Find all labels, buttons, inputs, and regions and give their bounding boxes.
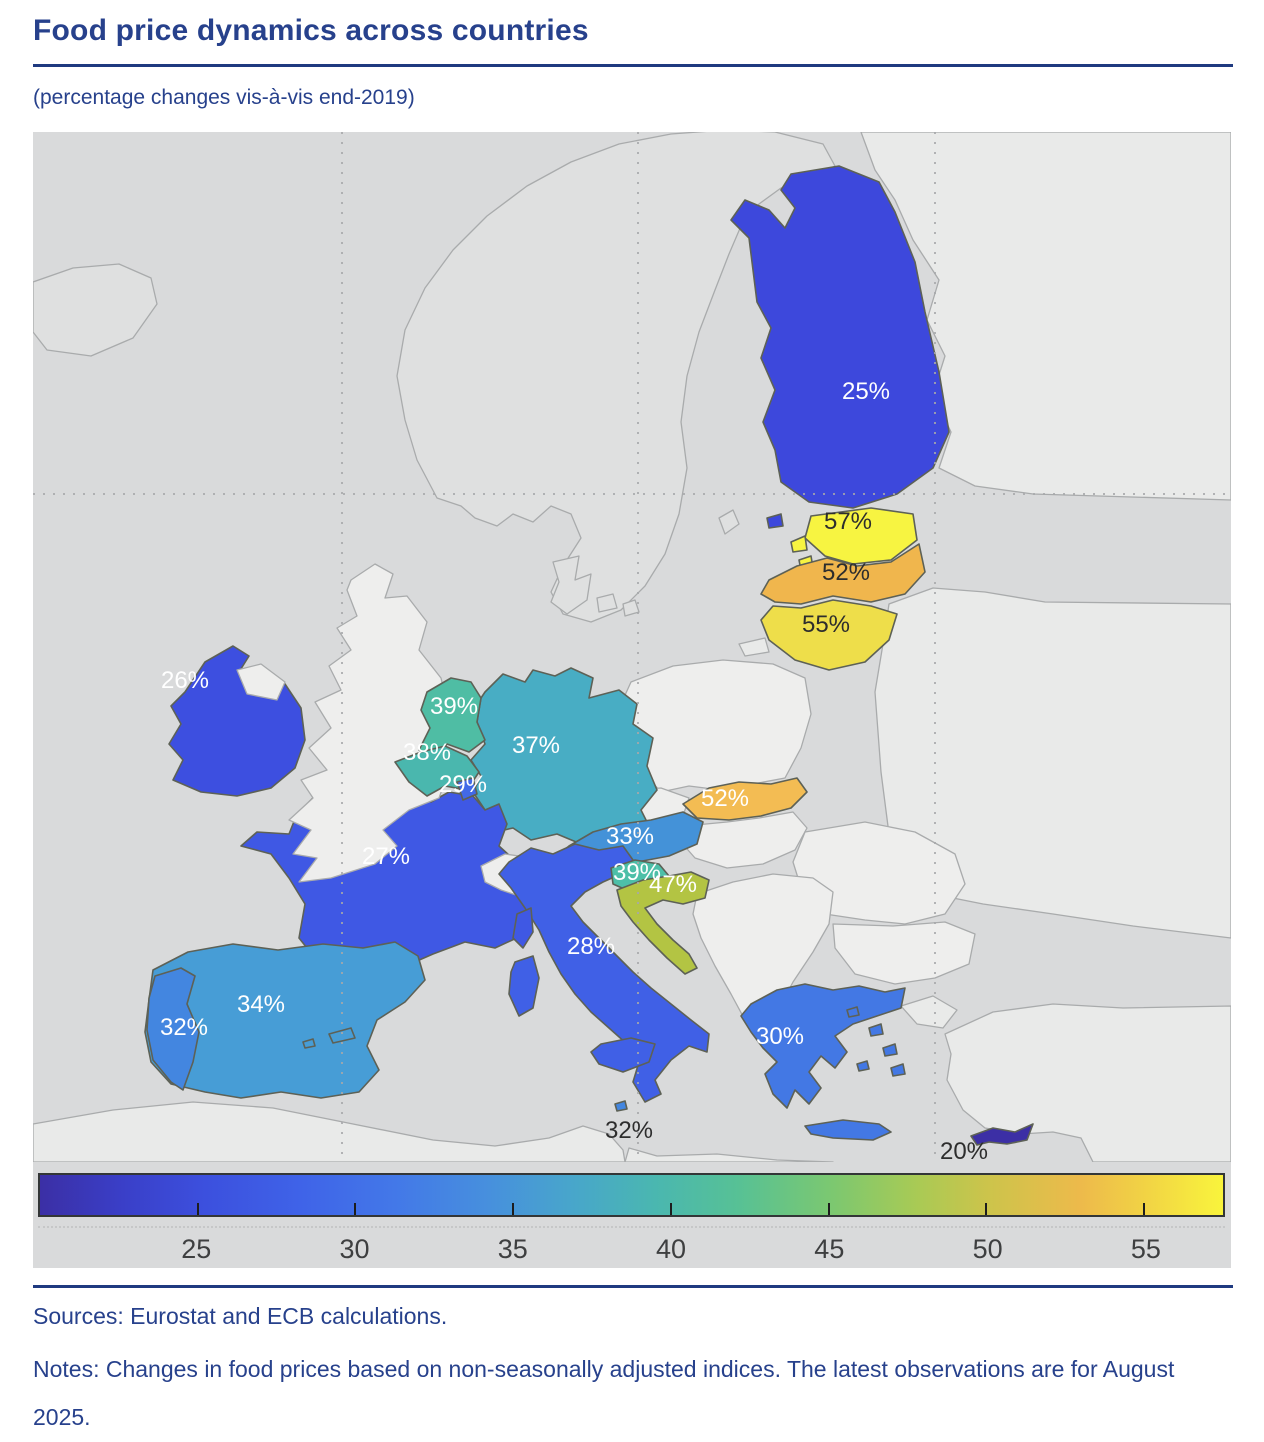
colorbar-tickmark — [827, 1203, 830, 1215]
value-label-netherlands: 39% — [430, 693, 478, 720]
land-iceland — [33, 263, 158, 357]
value-label-austria: 33% — [606, 823, 654, 850]
land-kaliningrad — [738, 637, 770, 657]
land-east-europe — [874, 587, 1231, 939]
colorbar-tickmark — [354, 1203, 357, 1215]
europe-map: 25%57%52%55%26%39%38%29%37%52%33%39%47%2… — [33, 132, 1231, 1162]
country-crete — [804, 1119, 892, 1141]
colorbar-tick: 50 — [972, 1234, 1003, 1264]
value-label-cyprus: 20% — [940, 1138, 988, 1162]
value-label-italy: 28% — [567, 933, 615, 960]
land-uk — [288, 563, 450, 883]
land-turkey-thrace — [900, 995, 958, 1029]
colorbar-tickmark — [512, 1203, 515, 1215]
map-figure: 25% 57% 52% 55% 26% 39% 38% 29% 37% 52% 33% 39% 47% 2… — [33, 132, 1231, 1268]
country-sardinia — [508, 955, 540, 1017]
colorbar-tick: 25 — [181, 1234, 212, 1264]
page-title: Food price dynamics across countries — [33, 14, 589, 47]
country-malta — [614, 1100, 628, 1112]
value-label-france: 27% — [362, 843, 410, 870]
colorbar-tickmark — [196, 1203, 199, 1215]
value-label-malta: 32% — [605, 1117, 653, 1144]
land-hungary — [680, 811, 808, 869]
country-lithuania — [760, 599, 898, 671]
value-label-ireland: 26% — [161, 667, 209, 694]
land-denmark — [550, 555, 592, 615]
map-labels: 25%57%52%55%26%39%38%29%37%52%33%39%47%2… — [160, 378, 988, 1162]
value-label-germany: 37% — [512, 732, 560, 759]
methodology-note: Notes: Changes in food prices based on n… — [33, 1356, 1175, 1430]
country-croatia — [616, 871, 710, 975]
chart-subtitle: (percentage changes vis-à-vis end-2019) — [33, 86, 415, 109]
country-luxembourg — [456, 777, 478, 801]
country-greece — [740, 983, 906, 1109]
value-label-slovakia: 52% — [701, 785, 749, 812]
country-corsica — [512, 907, 534, 949]
colorbar-tick: 55 — [1130, 1234, 1161, 1264]
country-netherlands — [418, 677, 486, 761]
title-divider — [33, 64, 1233, 67]
land-gotland — [718, 509, 740, 535]
country-cyprus — [970, 1123, 1034, 1146]
value-label-greece: 30% — [756, 1023, 804, 1050]
value-label-portugal: 32% — [160, 1014, 208, 1041]
colorbar-tickmark — [985, 1203, 988, 1215]
sources-note: Sources: Eurostat and ECB calculations. — [33, 1303, 448, 1329]
value-label-finland: 25% — [842, 378, 890, 405]
country-slovakia — [682, 777, 808, 821]
land-north-africa — [33, 1101, 626, 1162]
value-label-croatia: 47% — [649, 871, 697, 898]
country-spain — [144, 941, 426, 1099]
country-greek-islands — [846, 1006, 906, 1077]
value-label-slovenia: 39% — [613, 859, 661, 886]
land-bulgaria — [832, 921, 976, 985]
country-finland — [730, 165, 950, 509]
value-label-estonia: 57% — [824, 508, 872, 535]
colorbar-tick: 30 — [339, 1234, 370, 1264]
colorbar-tick: 45 — [814, 1234, 845, 1264]
colorbar-tickmark — [1143, 1203, 1146, 1215]
country-aland — [766, 513, 784, 529]
country-portugal — [146, 967, 200, 1091]
country-latvia — [760, 543, 926, 605]
land-turkey — [944, 1003, 1231, 1162]
land-scandinavia — [396, 132, 836, 623]
country-estonia — [804, 507, 918, 565]
colorbar-tick: 40 — [656, 1234, 687, 1264]
value-label-spain: 34% — [237, 991, 285, 1018]
land-northern-ireland — [236, 663, 286, 701]
colorbar — [38, 1173, 1225, 1217]
land-libya-coast — [624, 1147, 834, 1162]
value-label-lithuania: 55% — [802, 611, 850, 638]
value-label-latvia: 52% — [822, 559, 870, 586]
colorbar-tickmark — [669, 1203, 672, 1215]
value-label-belgium: 38% — [403, 739, 451, 766]
value-label-luxembourg: 29% — [439, 771, 487, 798]
colorbar-tick-labels: 25 30 35 40 45 50 55 — [38, 1226, 1225, 1268]
colorbar-tick: 35 — [497, 1234, 528, 1264]
figure-divider — [33, 1285, 1233, 1288]
colorbar-zone: 25 30 35 40 45 50 55 — [33, 1162, 1231, 1268]
